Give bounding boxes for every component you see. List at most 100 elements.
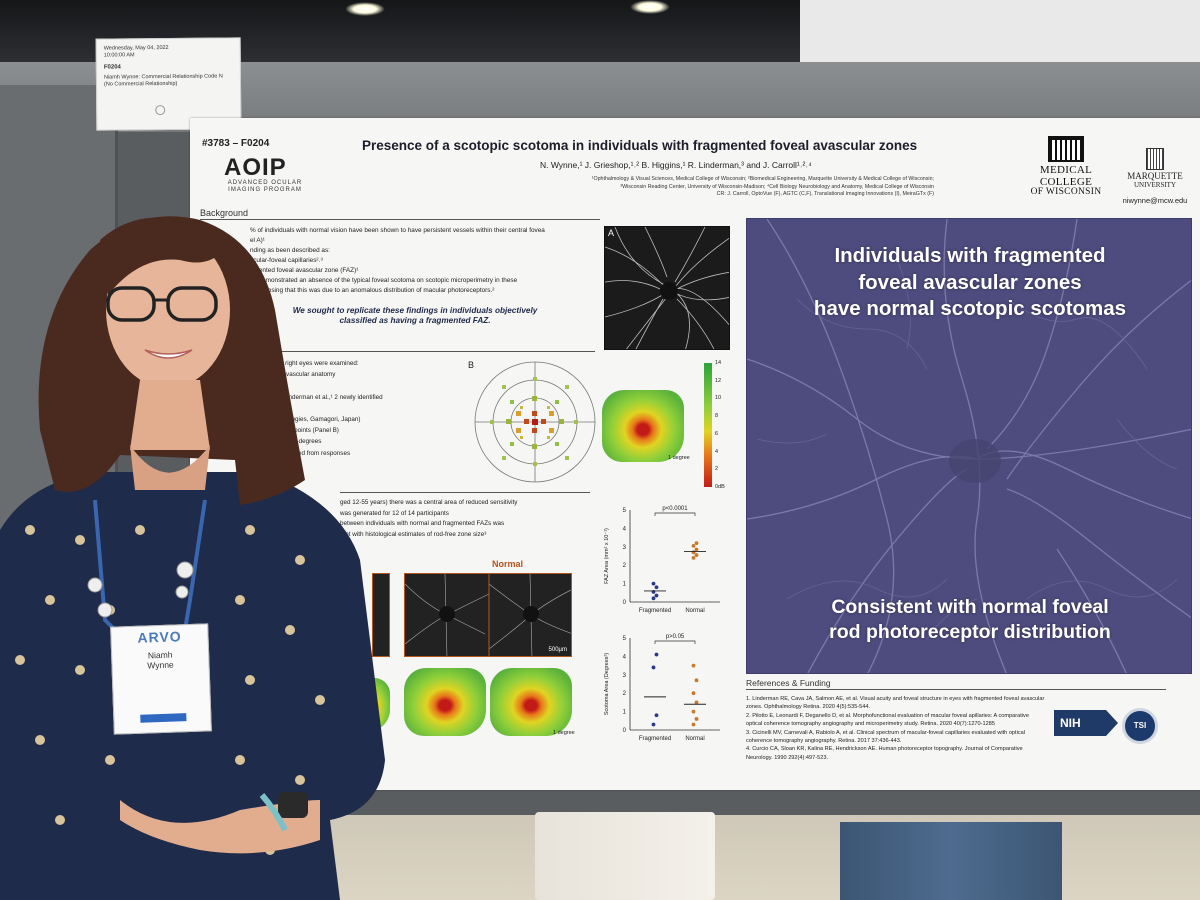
callout-heading: Individuals with fragmented foveal avasc… [747,243,1191,323]
marquette-logo-text: MARQUETTE UNIVERSITY [1110,171,1200,190]
colorbar-tick: 8 [715,413,719,420]
section-rule [200,219,600,220]
data-point [654,593,659,598]
callout-heading-line: have normal scotopic scotomas [813,297,1127,321]
key-finding-callout: Individuals with fragmented foveal avasc… [746,218,1192,674]
micron-scale-label: 500μm [548,647,567,653]
ceiling-light [630,0,670,14]
colorbar-ticks: 14 12 10 8 6 4 2 0dB [715,360,739,490]
data-point [694,553,699,557]
y-tick-label: 3 [623,673,627,679]
panel-a-label: A [608,228,615,238]
octa-normal-vessels [405,574,571,656]
data-point [691,543,696,548]
methods-line: participants' right eyes were examined: [250,360,359,367]
mcw-line: MEDICAL [1039,164,1093,176]
y-tick-label: 2 [623,691,627,697]
session-sign: Wednesday, May 04, 2022 10:00:00 AM F020… [95,37,242,131]
poster-affiliations: ¹Ophthalmology & Visual Sciences, Medica… [446,176,934,199]
reference-item: 3. Cicinelli MV, Carnevali A, Rabiolo A,… [746,729,1025,744]
y-axis-label: Scotoma Area (Degrees²) [604,653,610,716]
background-line: scular-foveal capillaries²˒³ [250,256,323,264]
significance-label: p>0.05 [666,634,685,640]
callout-heading-line: foveal avascular zones [858,270,1082,294]
callout-heading-line: Individuals with fragmented [834,244,1106,267]
ceiling-light [345,2,385,16]
results-line: tent with histological estimates of rod-… [340,531,487,539]
scatter-charts: 0 1 2 3 4 5 FAZ Area (mm² x 10⁻¹) Fragmented Nor… [600,498,735,753]
x-tick-label: Normal [685,736,704,742]
data-point [694,678,699,683]
callout-conclusion: Consistent with normal foveal rod photor… [747,595,1191,646]
reference-item: 1. Linderman RE, Cava JA, Salmon AE, et … [746,696,1045,711]
mcw-line: OF WISCONSIN [1030,187,1102,198]
colorbar-tick: 6 [715,430,719,437]
goal-statement: We sought to replicate these findings in… [292,306,538,326]
microperimetry-grid [474,361,596,483]
y-tick-label: 0 [623,600,627,606]
poster-title: Presence of a scotopic scotoma in indivi… [362,138,918,153]
poster-number: #3783 – F0204 [202,138,270,149]
data-point [691,555,696,560]
significance-bracket [654,512,696,516]
callout-conclusion-line: rod photoreceptor distribution [829,621,1111,644]
data-point [654,652,659,657]
background-line: gmented foveal avascular zone (FAZ)¹ [250,266,359,274]
results-line: ged 12-55 years) there was a central are… [340,499,518,506]
badge-strip [140,713,187,723]
data-point [691,722,696,727]
visitor-legs-jeans [840,822,1062,900]
data-point [691,663,696,668]
references-list: 1. Linderman RE, Cava JA, Salmon AE, et … [746,695,1046,762]
data-point [694,717,699,721]
pin-icon [155,105,166,116]
affiliation-line: CR: J. Carroll, OptoVue (F), AGTC (C,F),… [716,191,934,198]
colorbar-tick: 2 [715,466,719,473]
degree-scale-label-2: 1 degree [553,730,575,736]
visitor-legs [535,812,715,900]
background-line: al. demonstrated an absence of the typic… [250,276,518,284]
callout-vessel-background [747,219,1191,673]
data-point [651,722,656,727]
badge-conference: ARVO [137,628,182,646]
octa-vessel-image [605,227,729,349]
nih-logo: NIH [1054,710,1118,736]
data-point [691,709,696,714]
mcw-book-icon [1048,136,1084,162]
contact-email: niwynne@mcw.edu [1122,195,1188,205]
octa-image-fragmented [372,573,390,657]
y-tick-label: 4 [623,526,627,532]
significance-label: p<0.0001 [662,506,688,512]
background-heading: Background [200,208,249,218]
reference-item: 4. Curcio CA, Sloan KR, Kalina RE, Hendr… [746,746,1023,761]
marquette-logo: MARQUETTE UNIVERSITY niwynne@mcw.edu [1110,148,1200,205]
results-line: between individuals with normal and frag… [340,520,505,528]
y-tick-label: 5 [623,508,627,514]
y-tick-label: 2 [623,563,627,569]
data-point [654,585,659,590]
background-line: el A)¹ [250,236,265,244]
colorbar-tick: 14 [715,360,722,366]
y-tick-label: 3 [623,545,627,551]
methods-line: (Nidek Technologies, Gamagori, Japan) [250,416,361,424]
y-tick-label: 1 [623,710,627,716]
data-point [694,547,699,552]
octa-image-panel-a: A [604,226,730,350]
sign-time: 10:00:00 AM [103,52,135,59]
section-rule [250,351,595,352]
aoip-logo: AOIP [224,154,287,181]
references-heading: References & Funding [746,678,831,688]
sensitivity-map-normal-1 [404,668,486,736]
y-tick-label: 4 [623,654,627,660]
octa-image-normal: 500μm [404,573,572,657]
y-tick-label: 1 [623,582,627,588]
background-text: % of individuals with normal vision have… [250,226,595,295]
methods-line: rmal foveal avascular anatomy [250,371,336,379]
x-tick-label: Fragmented [639,736,671,742]
data-point [651,581,656,586]
y-tick-label: 5 [623,636,627,642]
data-point [651,596,656,601]
normal-group-label: Normal [492,559,524,569]
tsi-logo: TSI [1122,708,1158,744]
